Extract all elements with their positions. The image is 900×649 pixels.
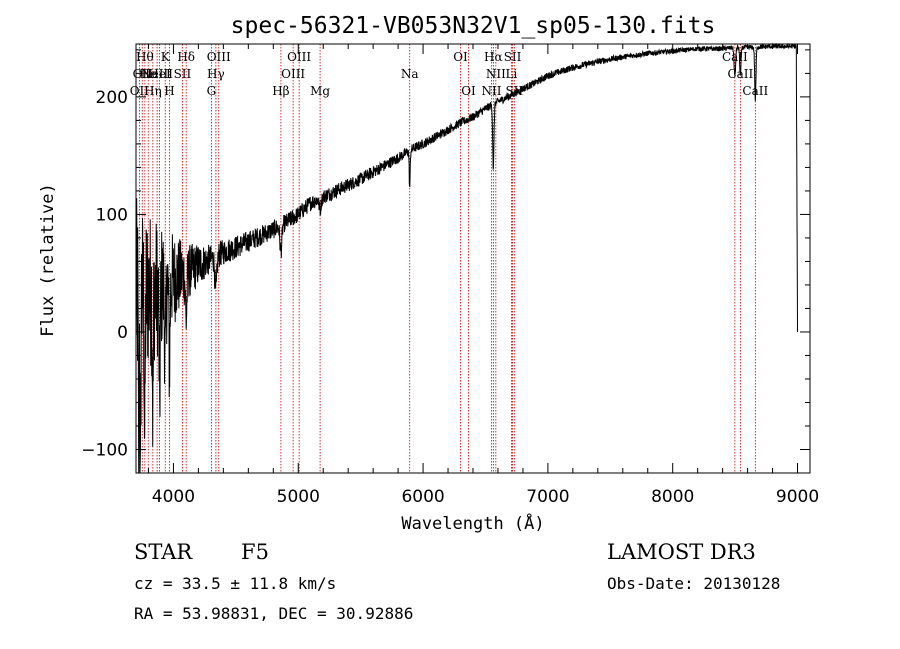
y-tick-label: 0 — [117, 323, 128, 343]
y-tick-label: 100 — [96, 205, 128, 225]
line-label: HeI — [148, 67, 171, 81]
line-label: Na — [401, 67, 419, 81]
x-tick-label: 8000 — [651, 487, 694, 507]
line-label: Hδ — [177, 50, 195, 64]
chart-title: spec-56321-VB053N32V1_sp05-130.fits — [231, 13, 716, 39]
y-tick-label: −100 — [81, 440, 128, 460]
line-label: CaII — [722, 50, 748, 64]
x-tick-label: 4000 — [152, 487, 195, 507]
line-label: Hβ — [272, 84, 289, 98]
survey-name: LAMOST DR3 — [607, 540, 756, 564]
line-label: NII — [486, 67, 506, 81]
line-label: H — [164, 84, 174, 98]
line-label: K — [161, 50, 171, 64]
x-tick-label: 6000 — [401, 487, 444, 507]
y-axis-label: Flux (relative) — [38, 183, 58, 337]
line-label: SII — [504, 50, 522, 64]
sky-coordinates: RA = 53.98831, DEC = 30.92886 — [134, 604, 413, 623]
y-axis-ticks: −100 0 100 200 — [81, 49, 810, 460]
object-class: STAR — [134, 540, 193, 564]
spectrum-line — [135, 42, 798, 474]
line-label: G — [207, 84, 217, 98]
line-label: OII — [130, 84, 150, 98]
line-label: OIII — [287, 50, 311, 64]
line-label: OI — [453, 50, 468, 64]
line-label: SII — [174, 67, 192, 81]
line-label: Hγ — [207, 67, 225, 81]
line-label: OIII — [207, 50, 231, 64]
line-label: Hη — [144, 84, 162, 98]
line-label: He — [139, 67, 157, 81]
x-axis-label: Wavelength (Å) — [401, 512, 544, 534]
line-labels: OIIOIIHθHeHηNeIIIHeIKHSIIHδGHγOIIIHβOIII… — [130, 50, 769, 98]
plot-frame — [135, 43, 811, 474]
x-tick-label: 5000 — [277, 487, 320, 507]
line-label: NII — [481, 84, 501, 98]
line-label: Hθ — [136, 50, 154, 64]
line-label: Li — [506, 67, 518, 81]
observation-date: Obs-Date: 20130128 — [607, 574, 780, 593]
line-label: NeIII — [141, 67, 173, 81]
line-label: OII — [133, 67, 153, 81]
line-label: Mg — [310, 84, 330, 98]
x-tick-label: 9000 — [776, 487, 819, 507]
redshift-value: cz = 33.5 ± 11.8 km/s — [134, 574, 336, 593]
line-label: OIII — [281, 67, 305, 81]
x-tick-label: 7000 — [526, 487, 569, 507]
x-axis-ticks: 4000 5000 6000 7000 8000 9000 — [147, 44, 819, 507]
line-label: Hα — [484, 50, 503, 64]
y-tick-label: 200 — [96, 88, 128, 108]
object-subclass: F5 — [241, 540, 269, 564]
line-label: OI — [461, 84, 476, 98]
line-markers — [138, 44, 756, 473]
